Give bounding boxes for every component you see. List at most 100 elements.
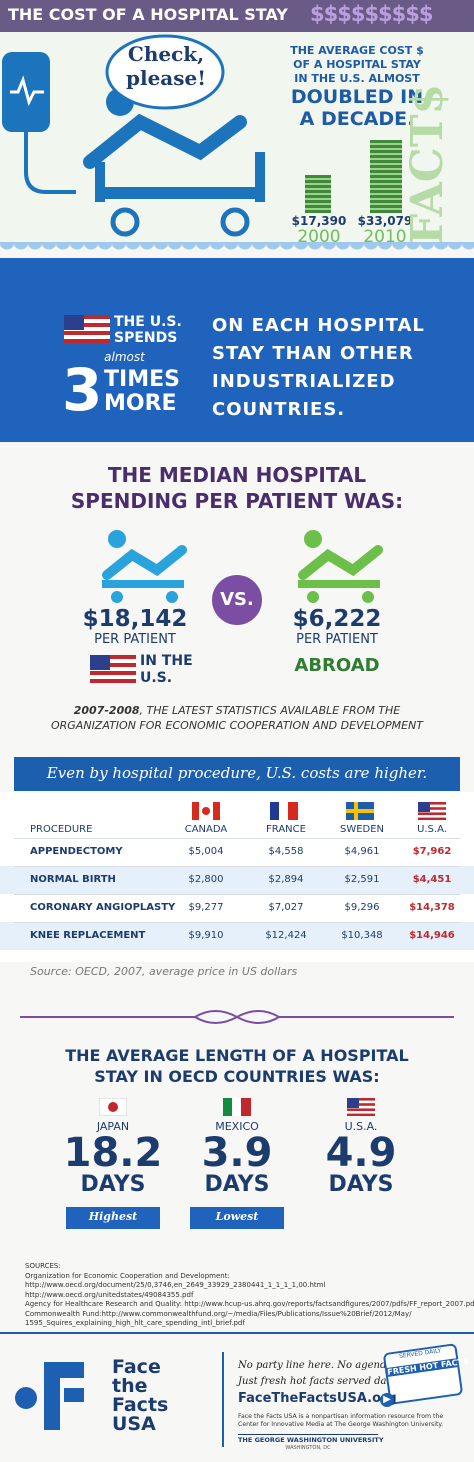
header-bar bbox=[0, 0, 474, 32]
banner bbox=[14, 757, 460, 791]
stay-title: THE AVERAGE LENGTH OF A HOSPITAL STAY IN … bbox=[0, 1045, 474, 1087]
big-number: 3 bbox=[62, 356, 103, 424]
country: U.S.A. bbox=[344, 1120, 378, 1133]
cell-value: $2,591 bbox=[344, 874, 380, 885]
note-line: , THE LATEST STATISTICS AVAILABLE FROM T… bbox=[139, 704, 401, 717]
headline-line: A DECADE. bbox=[299, 108, 415, 130]
footer-rule bbox=[0, 1332, 474, 1334]
footer-divider bbox=[222, 1352, 224, 1447]
fact-side-text: FACT$ bbox=[402, 83, 453, 245]
title-line: STAY IN OECD COUNTRIES WAS: bbox=[94, 1067, 380, 1086]
title-line: THE AVERAGE LENGTH OF A HOSPITAL bbox=[65, 1046, 409, 1065]
cell-value: $7,027 bbox=[268, 902, 304, 913]
us-amount: $18,142 bbox=[82, 606, 188, 632]
cell-value: $2,800 bbox=[188, 874, 224, 885]
banner-text: Even by hospital procedure, U.S. costs a… bbox=[46, 764, 428, 782]
statement-line: IN THE U.S. ALMOST bbox=[294, 72, 420, 85]
us-unit: PER PATIENT bbox=[94, 632, 176, 647]
procedure-name: NORMAL BIRTH bbox=[30, 874, 116, 885]
cell-value: $4,961 bbox=[344, 846, 380, 857]
stamp-text: FRESH HOT FACTS bbox=[386, 1356, 470, 1377]
rest-line: STAY THAN OTHER bbox=[212, 343, 414, 364]
times-line: MORE bbox=[104, 391, 177, 416]
divider bbox=[20, 1010, 454, 1024]
logo-line: the bbox=[112, 1375, 148, 1397]
tag-ribbon bbox=[66, 1207, 160, 1229]
cash-stack bbox=[370, 140, 402, 213]
city: WASHINGTON, DC bbox=[285, 1445, 331, 1451]
title-line: SPENDING PER PATIENT WAS: bbox=[70, 489, 404, 513]
us-flag bbox=[64, 315, 110, 343]
tag-ribbon bbox=[190, 1207, 284, 1229]
note-year: 2007-2008 bbox=[73, 704, 140, 717]
cell-value: $5,004 bbox=[188, 846, 224, 857]
stay-value: 3.9 bbox=[201, 1130, 273, 1176]
bubble-line: Check, bbox=[127, 42, 205, 66]
scallop bbox=[0, 242, 474, 256]
bubble-line: please! bbox=[125, 66, 207, 90]
cell-value: $7,962 bbox=[412, 846, 452, 857]
vs-badge: VS. bbox=[212, 575, 262, 625]
cash-stack bbox=[305, 175, 331, 213]
cell-value: $4,451 bbox=[412, 874, 452, 885]
table-header: CANADA bbox=[184, 824, 228, 835]
flag-france bbox=[270, 802, 298, 820]
table-header: FRANCE bbox=[266, 824, 306, 835]
flag-sweden bbox=[346, 802, 374, 820]
abroad-where: ABROAD bbox=[294, 655, 380, 676]
stay-value: 4.9 bbox=[325, 1130, 397, 1176]
source-line: http://www.oecd.org/unitedstates/4908435… bbox=[25, 1290, 194, 1299]
bed-icon-us bbox=[102, 530, 187, 603]
times-more: TIMES MORE bbox=[104, 368, 180, 416]
flag-canada bbox=[192, 802, 220, 820]
cell-value: $14,946 bbox=[409, 930, 455, 941]
logo-line: Face bbox=[112, 1356, 161, 1378]
statement-line: THE AVERAGE COST $ bbox=[290, 44, 424, 57]
table-header: U.S.A. bbox=[417, 824, 447, 835]
procedure-name: CORONARY ANGIOPLASTY bbox=[30, 902, 176, 913]
median-note: 2007-2008, THE LATEST STATISTICS AVAILAB… bbox=[0, 703, 474, 733]
procedure-name: APPENDECTOMY bbox=[30, 846, 123, 857]
times-line: TIMES bbox=[104, 367, 180, 392]
sources: SOURCES: Organization for Economic Coope… bbox=[25, 1262, 474, 1329]
flag-usa bbox=[347, 1098, 375, 1116]
tagline: No party line here. No agenda. Just fresh… bbox=[238, 1358, 400, 1390]
stay-unit: DAYS bbox=[204, 1172, 270, 1197]
title-line: THE MEDIAN HOSPITAL bbox=[107, 463, 367, 487]
where-line: IN THE bbox=[140, 653, 193, 669]
country: MEXICO bbox=[215, 1120, 259, 1133]
about-line: Center for Innovative Media at The Georg… bbox=[238, 1421, 444, 1428]
cell-value: $14,378 bbox=[409, 902, 455, 913]
flag-usa bbox=[418, 802, 446, 820]
spends-text: THE U.S. SPENDS bbox=[114, 314, 182, 346]
source-line: Commonwealth Fund:http://www.commonwealt… bbox=[25, 1309, 412, 1318]
spends-line: THE U.S. bbox=[114, 314, 182, 330]
stay-unit: DAYS bbox=[80, 1172, 146, 1197]
stay-unit: DAYS bbox=[328, 1172, 394, 1197]
url-arrow[interactable]: ▶ bbox=[380, 1393, 394, 1407]
url[interactable]: FaceTheFactsUSA.org bbox=[238, 1391, 397, 1406]
row-rule bbox=[14, 894, 460, 895]
table-header: PROCEDURE bbox=[30, 824, 93, 835]
about-line: Face the Facts USA is a nonpartisan info… bbox=[238, 1413, 444, 1420]
cell-value: $12,424 bbox=[265, 930, 307, 941]
row-bg bbox=[0, 866, 474, 894]
bed-icon-abroad bbox=[298, 530, 383, 603]
note-line: ORGANIZATION FOR ECONOMIC COOPERATION AN… bbox=[50, 719, 424, 732]
cell-value: $10,348 bbox=[341, 930, 383, 941]
statement: THE AVERAGE COST $ OF A HOSPITAL STAY IN T… bbox=[282, 44, 432, 130]
statement-line: OF A HOSPITAL STAY bbox=[293, 58, 421, 71]
logo-line: Facts bbox=[112, 1394, 169, 1416]
dollar-decoration: $$$$$$$$$ bbox=[310, 2, 434, 26]
tagline-line: No party line here. No agenda. bbox=[238, 1360, 396, 1371]
logo-text: Face the Facts USA bbox=[112, 1358, 168, 1434]
cell-value: $9,910 bbox=[188, 930, 224, 941]
spends-line: SPENDS bbox=[114, 330, 178, 346]
cost-amount: $17,390 bbox=[291, 214, 347, 228]
abroad-amount: $6,222 bbox=[292, 606, 382, 632]
median-title: THE MEDIAN HOSPITAL SPENDING PER PATIENT … bbox=[0, 462, 474, 514]
us-flag bbox=[90, 655, 136, 683]
patient-illustration bbox=[2, 34, 265, 237]
about: Face the Facts USA is a nonpartisan info… bbox=[238, 1413, 443, 1429]
